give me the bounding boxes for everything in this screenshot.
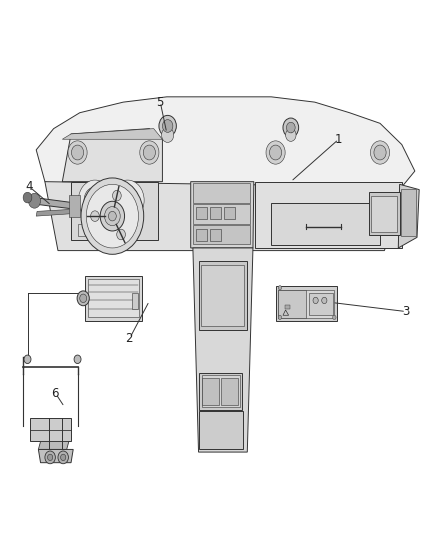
Polygon shape [36, 97, 415, 203]
Circle shape [100, 201, 124, 231]
Bar [99, 224, 116, 236]
Bar [193, 225, 250, 244]
Bar [221, 378, 238, 406]
Bar [278, 290, 334, 318]
Circle shape [322, 297, 327, 304]
Bar [193, 183, 250, 203]
Circle shape [117, 229, 125, 240]
Bar [88, 279, 139, 317]
Circle shape [81, 178, 144, 254]
Text: 1: 1 [334, 133, 342, 146]
Bar [201, 375, 240, 407]
Text: 6: 6 [51, 387, 59, 400]
Bar [196, 229, 207, 241]
Circle shape [278, 316, 282, 319]
Bar [224, 207, 235, 219]
Text: 3: 3 [402, 305, 409, 318]
Circle shape [286, 122, 295, 133]
Bar [30, 418, 71, 441]
Circle shape [74, 355, 81, 364]
Bar [198, 261, 247, 330]
Circle shape [77, 291, 89, 306]
Bar [85, 276, 141, 320]
Circle shape [313, 297, 318, 304]
Bar [91, 211, 123, 221]
Polygon shape [193, 248, 253, 452]
Circle shape [58, 451, 68, 464]
Circle shape [159, 115, 177, 136]
Text: 2: 2 [125, 332, 133, 344]
Circle shape [332, 316, 336, 319]
Polygon shape [105, 237, 121, 245]
Circle shape [269, 145, 282, 160]
Circle shape [105, 207, 120, 225]
Circle shape [117, 187, 138, 214]
Polygon shape [36, 209, 74, 216]
Bar [276, 286, 336, 320]
Circle shape [80, 294, 87, 303]
Bar [193, 204, 250, 224]
Circle shape [286, 128, 296, 141]
Circle shape [278, 286, 282, 290]
Circle shape [111, 180, 144, 220]
Circle shape [78, 180, 112, 220]
Bar [69, 196, 80, 216]
Circle shape [143, 145, 155, 160]
Bar [271, 203, 380, 245]
Circle shape [84, 187, 106, 214]
Text: 5: 5 [156, 95, 163, 109]
Bar [132, 293, 138, 309]
Bar [371, 196, 396, 232]
Polygon shape [398, 184, 419, 248]
Circle shape [71, 145, 84, 160]
Circle shape [68, 141, 87, 164]
Circle shape [140, 141, 159, 164]
Polygon shape [39, 441, 69, 449]
Circle shape [113, 190, 121, 201]
Bar [369, 192, 399, 235]
Bar [278, 290, 307, 318]
Bar [78, 224, 94, 236]
Bar [309, 293, 332, 316]
Circle shape [266, 141, 285, 164]
Bar [401, 189, 416, 236]
Circle shape [283, 118, 299, 137]
Bar [199, 411, 243, 449]
Bar [201, 265, 244, 326]
Polygon shape [34, 198, 75, 209]
Circle shape [24, 355, 31, 364]
Bar [210, 207, 221, 219]
Bar [285, 305, 290, 309]
Polygon shape [62, 128, 162, 139]
Circle shape [60, 454, 66, 461]
Polygon shape [191, 182, 254, 248]
Circle shape [371, 141, 390, 164]
Bar [210, 229, 221, 241]
Polygon shape [71, 182, 158, 240]
Circle shape [86, 184, 138, 248]
Polygon shape [39, 449, 73, 463]
Bar [196, 207, 207, 219]
Bar [202, 378, 219, 406]
Polygon shape [254, 182, 402, 248]
Circle shape [23, 192, 32, 203]
Bar [199, 373, 242, 410]
Circle shape [91, 211, 99, 221]
Polygon shape [62, 128, 162, 182]
Circle shape [45, 451, 55, 464]
Polygon shape [45, 182, 402, 251]
Circle shape [47, 454, 53, 461]
Circle shape [28, 193, 41, 208]
Circle shape [162, 119, 173, 132]
Circle shape [109, 212, 116, 221]
Circle shape [374, 145, 386, 160]
Circle shape [162, 127, 174, 142]
Text: 4: 4 [25, 181, 33, 193]
